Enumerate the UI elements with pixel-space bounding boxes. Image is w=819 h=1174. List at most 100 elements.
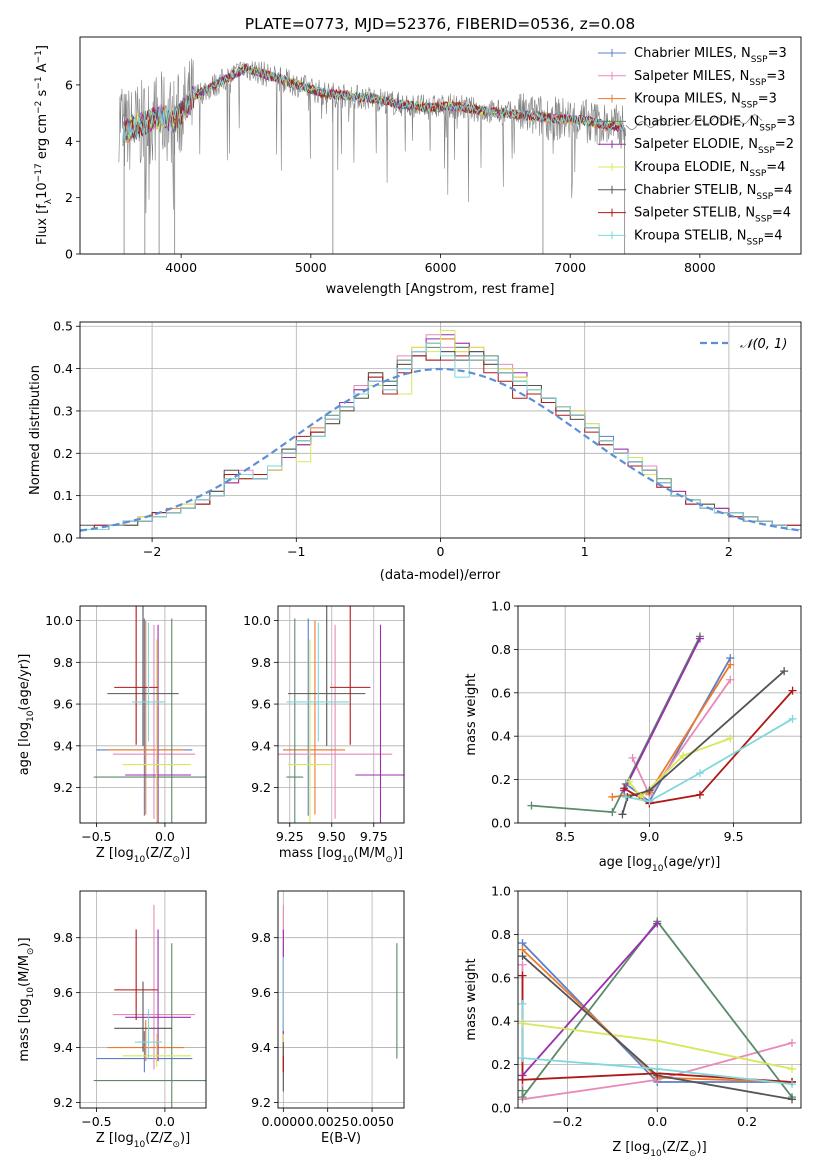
x-axis-label-part: (Z/Z [145,1131,172,1146]
legend-label-part: SSP [749,78,766,88]
weight-marker [726,675,735,684]
x-tick-label: 8000 [684,260,716,275]
weight-marker [645,786,654,795]
x-axis-label-part: )] [697,1140,707,1155]
mass-vs-z-axes: −0.5 0.09.29.49.69.8Z [log10(Z/Z⊙)]mass [… [17,890,207,1150]
y-axis-label-part: A [35,63,50,76]
y-tick-label: 9.6 [53,985,73,1000]
axes-frame [277,890,405,1109]
x-tick-label: −1 [287,544,305,559]
axes-frame [79,890,207,1109]
x-tick-label: −2 [143,544,161,559]
x-tick-label: 2 [725,544,733,559]
y-tick-label: 9.6 [251,985,271,1000]
legend-label-part: Chabrier MILES, N [634,46,751,61]
x-axis-label-part: ⊙ [172,855,180,865]
x-axis-label-part: (M/M [354,846,386,861]
x-axis-label: wavelength [Angstrom, rest frame] [326,282,555,297]
x-axis-label: (data-model)/error [380,568,501,583]
legend-label: Kroupa MILES, NSSP=3 [634,92,777,111]
x-axis-label-part: (Z/Z [662,1140,689,1155]
x-axis-label: E(B-V) [321,1131,361,1146]
weight-marker [695,769,704,778]
legend-label-part: =2 [775,137,794,152]
y-axis-label-part: −1 [34,76,44,89]
weight-marker [788,1038,797,1047]
y-tick-label: 0.5 [53,319,73,334]
weight-line [628,737,731,799]
legend-label-part: =3 [758,92,777,107]
weight-marker [518,1075,527,1084]
x-axis-label-part: Z [log [612,1140,650,1155]
legend-label-part: Salpeter ELODIE, N [634,137,758,152]
y-axis-label: Normed distribution [28,365,43,495]
legend-label-part: SSP [747,237,764,247]
plot-area [118,58,763,254]
legend-label-part: Chabrier ELODIE, N [634,114,759,129]
y-axis-label-part: ] [35,45,50,50]
weight-marker [645,797,654,806]
x-axis-label-part: (Z/Z [145,846,172,861]
x-axis-label-part: 10 [134,1140,146,1150]
x-tick-label: 0.0 [155,829,175,844]
y-tick-label: 1.0 [491,599,511,614]
y-tick-label: 0.4 [491,729,511,744]
x-tick-label: 0.0000 [261,1114,305,1129]
axes-frame [79,36,802,255]
legend-label-part: Kroupa ELODIE, N [634,160,749,175]
plot-area [518,606,801,823]
x-axis-label: Z [log10(Z/Z⊙)] [612,1140,706,1159]
x-tick-label: 0.0050 [350,1114,394,1129]
y-axis-label: Flux [fλ10−17 erg cm−2 s−1 A−1] [34,45,54,245]
legend-label-part: =4 [763,228,782,243]
weight-marker [653,919,662,928]
normal-curve [80,367,801,532]
weight-line [521,1003,793,1085]
y-tick-label: 0.2 [491,772,511,787]
x-axis-label-part: 10 [652,864,664,874]
weight-line [521,922,658,1077]
residual-axes: −2 −1 0 1 2 0.0 0.1 0.2 0.3 0.4 0.5 𝒩(0, 1) (data-mo… [28,319,802,583]
y-tick-label: 0.6 [491,970,511,985]
weight-marker [788,1095,797,1104]
legend-label-part: Salpeter STELIB, N [634,206,755,221]
legend-label-part: SSP [741,101,758,111]
y-tick-label: 10.0 [45,613,73,628]
axes-frame [79,605,207,824]
legend-label-part: Chabrier STELIB, N [634,183,756,198]
weight-marker [527,801,536,810]
y-tick-label: 4 [65,134,73,149]
y-axis-label-part: −1 [34,50,44,63]
histogram-step [80,342,801,530]
spectrum-data-line [118,58,626,214]
y-axis-label-part: 10 [26,987,36,999]
x-tick-label: 9.25 [276,829,304,844]
legend-label-part: =3 [766,69,785,84]
plot-area [80,891,206,1108]
x-tick-label: 0.0025 [306,1114,350,1129]
plot-area [80,322,801,538]
y-tick-label: 9.2 [53,1095,73,1110]
weight-marker [620,784,629,793]
x-axis-label-part: )] [393,846,403,861]
y-tick-label: 0.2 [53,446,73,461]
y-axis-label: mass weight [464,958,479,1040]
weight-marker [608,792,617,801]
y-axis-label-part: −2 [34,101,44,114]
axes-frame [517,605,802,824]
x-tick-label: 5000 [295,260,327,275]
y-axis-label-part: s [35,89,50,100]
x-tick-label: 0 [437,544,445,559]
plot-area [278,606,404,823]
legend-label: Salpeter MILES, NSSP=3 [634,69,785,88]
x-tick-label: 9.5 [724,829,744,844]
legend-label-part: SSP [755,215,772,225]
x-axis-label-part: )] [180,1131,190,1146]
x-axis-label-part: 10 [650,1149,662,1159]
weight-marker [625,777,634,786]
legend-label-part: SSP [751,55,768,65]
weight-line [625,718,794,803]
y-tick-label: 6 [65,77,73,92]
y-axis-label-part: mass [log [17,998,32,1061]
y-tick-label: 0.3 [53,403,73,418]
